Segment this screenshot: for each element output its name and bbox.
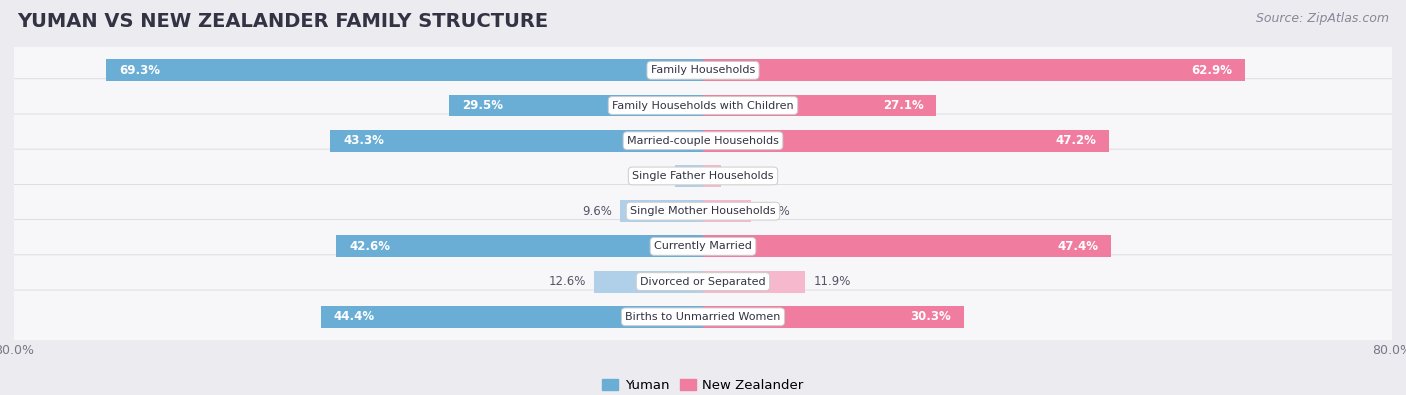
- Text: 43.3%: 43.3%: [343, 134, 384, 147]
- Bar: [703, 271, 806, 293]
- Text: Single Father Households: Single Father Households: [633, 171, 773, 181]
- FancyBboxPatch shape: [7, 43, 1399, 97]
- Bar: [703, 130, 1109, 152]
- Text: 12.6%: 12.6%: [548, 275, 586, 288]
- Bar: [330, 130, 703, 152]
- Text: Married-couple Households: Married-couple Households: [627, 136, 779, 146]
- Bar: [107, 59, 703, 81]
- Bar: [449, 94, 703, 117]
- FancyBboxPatch shape: [7, 220, 1399, 273]
- Text: 47.2%: 47.2%: [1056, 134, 1097, 147]
- Text: 30.3%: 30.3%: [910, 310, 950, 324]
- Text: 5.6%: 5.6%: [759, 205, 790, 218]
- FancyBboxPatch shape: [7, 149, 1399, 203]
- Text: 3.3%: 3.3%: [637, 169, 666, 182]
- Text: 29.5%: 29.5%: [461, 99, 503, 112]
- Bar: [336, 235, 703, 257]
- Text: Family Households with Children: Family Households with Children: [612, 100, 794, 111]
- FancyBboxPatch shape: [7, 114, 1399, 167]
- Text: Source: ZipAtlas.com: Source: ZipAtlas.com: [1256, 12, 1389, 25]
- Bar: [703, 200, 751, 222]
- Text: Single Mother Households: Single Mother Households: [630, 206, 776, 216]
- Bar: [620, 200, 703, 222]
- Bar: [703, 235, 1111, 257]
- Text: YUMAN VS NEW ZEALANDER FAMILY STRUCTURE: YUMAN VS NEW ZEALANDER FAMILY STRUCTURE: [17, 12, 548, 31]
- Text: 27.1%: 27.1%: [883, 99, 924, 112]
- Text: 11.9%: 11.9%: [814, 275, 852, 288]
- Text: 2.1%: 2.1%: [730, 169, 759, 182]
- Bar: [595, 271, 703, 293]
- Legend: Yuman, New Zealander: Yuman, New Zealander: [598, 374, 808, 395]
- Bar: [675, 165, 703, 187]
- Text: 47.4%: 47.4%: [1057, 240, 1098, 253]
- Bar: [703, 94, 936, 117]
- Text: 69.3%: 69.3%: [120, 64, 160, 77]
- Bar: [703, 165, 721, 187]
- Bar: [703, 59, 1244, 81]
- Text: 42.6%: 42.6%: [349, 240, 389, 253]
- Text: 62.9%: 62.9%: [1191, 64, 1232, 77]
- Text: 44.4%: 44.4%: [333, 310, 374, 324]
- Text: Births to Unmarried Women: Births to Unmarried Women: [626, 312, 780, 322]
- FancyBboxPatch shape: [7, 79, 1399, 132]
- FancyBboxPatch shape: [7, 184, 1399, 238]
- Text: Divorced or Separated: Divorced or Separated: [640, 276, 766, 287]
- Bar: [321, 306, 703, 328]
- FancyBboxPatch shape: [7, 290, 1399, 344]
- Text: Currently Married: Currently Married: [654, 241, 752, 251]
- FancyBboxPatch shape: [7, 255, 1399, 308]
- Text: Family Households: Family Households: [651, 65, 755, 75]
- Bar: [703, 306, 965, 328]
- Text: 9.6%: 9.6%: [582, 205, 612, 218]
